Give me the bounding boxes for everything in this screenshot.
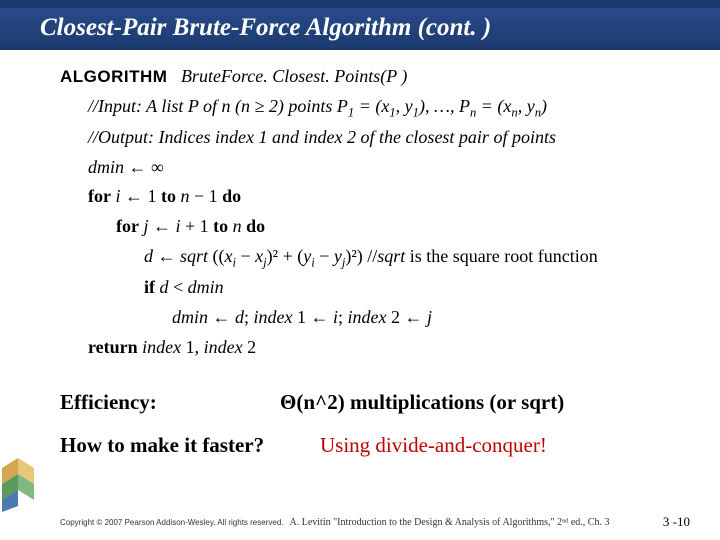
algo-if: if d < dmin <box>60 273 680 303</box>
algo-assign: dmin ← d; index 1 ← i; index 2 ← j <box>60 303 680 333</box>
algo-dmin: dmin ← ∞ <box>60 153 680 183</box>
page-number: 3 -10 <box>663 514 690 530</box>
title-bar: Closest-Pair Brute-Force Algorithm (cont… <box>0 8 720 50</box>
questions-block: Efficiency: Θ(n^2) multiplications (or s… <box>60 390 680 458</box>
algo-return: return index 1, index 2 <box>60 333 680 363</box>
slide-title: Closest-Pair Brute-Force Algorithm (cont… <box>40 14 680 42</box>
algo-d: d ← sqrt ((xi − xj)² + (yi − yj)²) //sqr… <box>60 242 680 273</box>
algo-for-i: for i ← 1 to n − 1 do <box>60 182 680 212</box>
content-area: ALGORITHM BruteForce. Closest. Points(P … <box>0 50 720 458</box>
efficiency-row: Efficiency: Θ(n^2) multiplications (or s… <box>60 390 680 415</box>
copyright-text: Copyright © 2007 Pearson Addison-Wesley.… <box>60 518 284 527</box>
faster-answer: Using divide-and-conquer! <box>320 433 547 458</box>
footer: Copyright © 2007 Pearson Addison-Wesley.… <box>0 514 720 530</box>
algo-header: ALGORITHM BruteForce. Closest. Points(P … <box>60 62 680 92</box>
algo-output: //Output: Indices index 1 and index 2 of… <box>60 123 680 153</box>
algo-name: BruteForce. Closest. Points(P ) <box>181 66 407 86</box>
algo-keyword: ALGORITHM <box>60 67 167 86</box>
algorithm-block: ALGORITHM BruteForce. Closest. Points(P … <box>60 62 680 362</box>
corner-decoration-icon <box>0 456 48 512</box>
efficiency-label: Efficiency: <box>60 390 280 415</box>
faster-row: How to make it faster? Using divide-and-… <box>60 433 680 458</box>
faster-label: How to make it faster? <box>60 433 320 458</box>
algo-input: //Input: A list P of n (n ≥ 2) points P1… <box>60 92 680 123</box>
efficiency-answer: Θ(n^2) multiplications (or sqrt) <box>280 390 564 415</box>
top-border-bar <box>0 0 720 8</box>
algo-for-j: for j ← i + 1 to n do <box>60 212 680 242</box>
book-reference: A. Levitin "Introduction to the Design &… <box>290 517 610 528</box>
